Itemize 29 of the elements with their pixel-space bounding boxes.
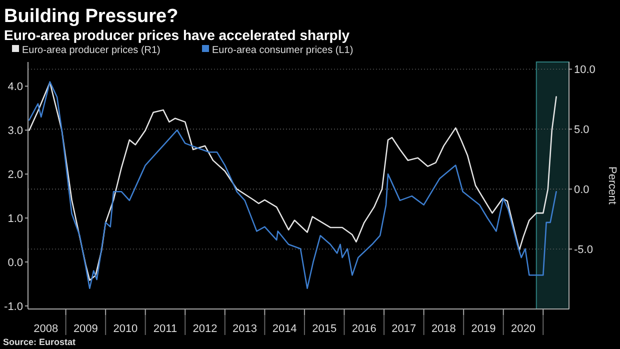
x-tick-label: 2017 [392, 323, 416, 335]
x-tick-label: 2012 [192, 323, 218, 335]
x-tick-label: 2016 [352, 323, 376, 335]
y2-tick-label: 10.0 [574, 64, 596, 76]
y-tick-label: 1.0 [8, 213, 23, 226]
legend-label: Euro-area consumer prices (L1) [212, 45, 354, 56]
y-tick-label: 2.0 [8, 169, 23, 182]
x-tick-label: 2015 [312, 323, 337, 335]
x-tick-label: 2020 [511, 323, 536, 335]
y2-tick-label: 5.0 [574, 124, 590, 136]
x-tick-label: 2010 [113, 323, 138, 335]
x-tick-label: 2008 [34, 323, 58, 335]
chart-title: Building Pressure? [4, 6, 178, 27]
y2-tick-label: -5.0 [574, 244, 593, 256]
source-note: Source: Eurostat [3, 337, 76, 347]
legend-label: Euro-area producer prices (R1) [22, 45, 160, 56]
y-tick-label: 0.0 [8, 256, 23, 269]
x-tick-label: 2018 [431, 323, 456, 335]
y-tick-label: -1.0 [4, 300, 23, 313]
x-tick-label: 2013 [232, 323, 258, 335]
y2-axis-title: Percent [606, 166, 618, 204]
y-tick-label: 3.0 [8, 125, 23, 138]
y2-tick-label: 0.0 [574, 184, 590, 196]
x-tick-label: 2011 [153, 323, 178, 335]
y-tick-label: 4.0 [8, 81, 23, 94]
chart-subtitle: Euro-area producer prices have accelerated sharply [4, 27, 350, 43]
x-tick-label: 2014 [272, 323, 297, 335]
x-tick-label: 2009 [73, 323, 98, 335]
x-tick-label: 2019 [471, 323, 496, 335]
